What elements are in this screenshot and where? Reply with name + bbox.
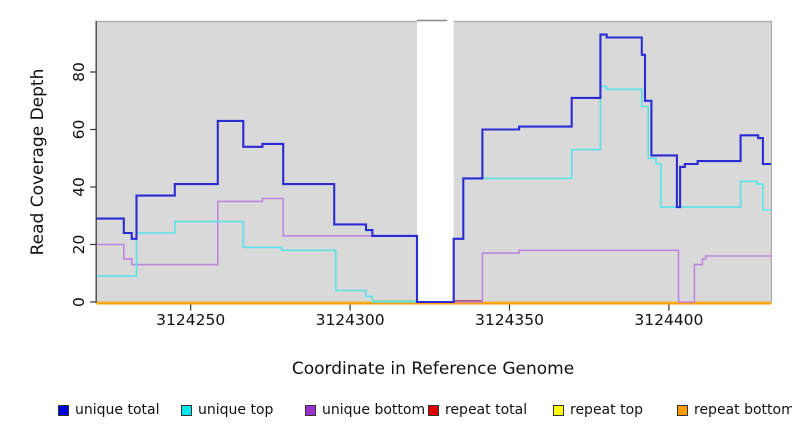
- unique-total-swatch-icon: [58, 404, 69, 416]
- repeat-top-swatch-icon: [553, 404, 564, 416]
- unique-bottom-swatch-icon: [305, 404, 316, 416]
- legend-label: unique top: [198, 402, 274, 418]
- series-line-unique-top: [96, 85, 771, 303]
- y-axis-title: Read Coverage Depth: [28, 68, 48, 256]
- legend-label: repeat top: [570, 402, 644, 418]
- legend-item-unique-top: unique top: [181, 402, 273, 418]
- x-tick-label: 3124250: [156, 311, 225, 329]
- unique-top-swatch-icon: [181, 404, 192, 416]
- legend-item-repeat-bottom: repeat bottom: [677, 402, 792, 418]
- legend-item-repeat-total: repeat total: [428, 402, 527, 418]
- coverage-gap-band: [417, 19, 454, 302]
- y-tick-label: 0: [70, 297, 88, 307]
- legend-item-repeat-top: repeat top: [553, 402, 643, 418]
- repeat-bottom-swatch-icon: [677, 404, 688, 416]
- series-line-unique-total: [96, 33, 771, 304]
- y-tick-label: 80: [70, 62, 88, 82]
- legend-label: repeat total: [445, 402, 528, 418]
- x-tick-label: 3124350: [475, 311, 544, 329]
- legend-item-unique-bottom: unique bottom: [305, 402, 425, 418]
- x-tick-label: 3124400: [634, 311, 703, 329]
- legend-label: unique bottom: [322, 402, 426, 418]
- legend-label: unique total: [75, 402, 160, 418]
- legend-label: repeat bottom: [694, 402, 792, 418]
- y-tick-label: 20: [70, 235, 88, 255]
- y-tick-label: 40: [70, 177, 88, 197]
- repeat-total-swatch-icon: [428, 404, 439, 416]
- legend-item-unique-total: unique total: [58, 402, 159, 418]
- x-tick-label: 3124300: [316, 311, 385, 329]
- x-axis-title: Coordinate in Reference Genome: [291, 359, 575, 379]
- y-tick-label: 60: [70, 120, 88, 140]
